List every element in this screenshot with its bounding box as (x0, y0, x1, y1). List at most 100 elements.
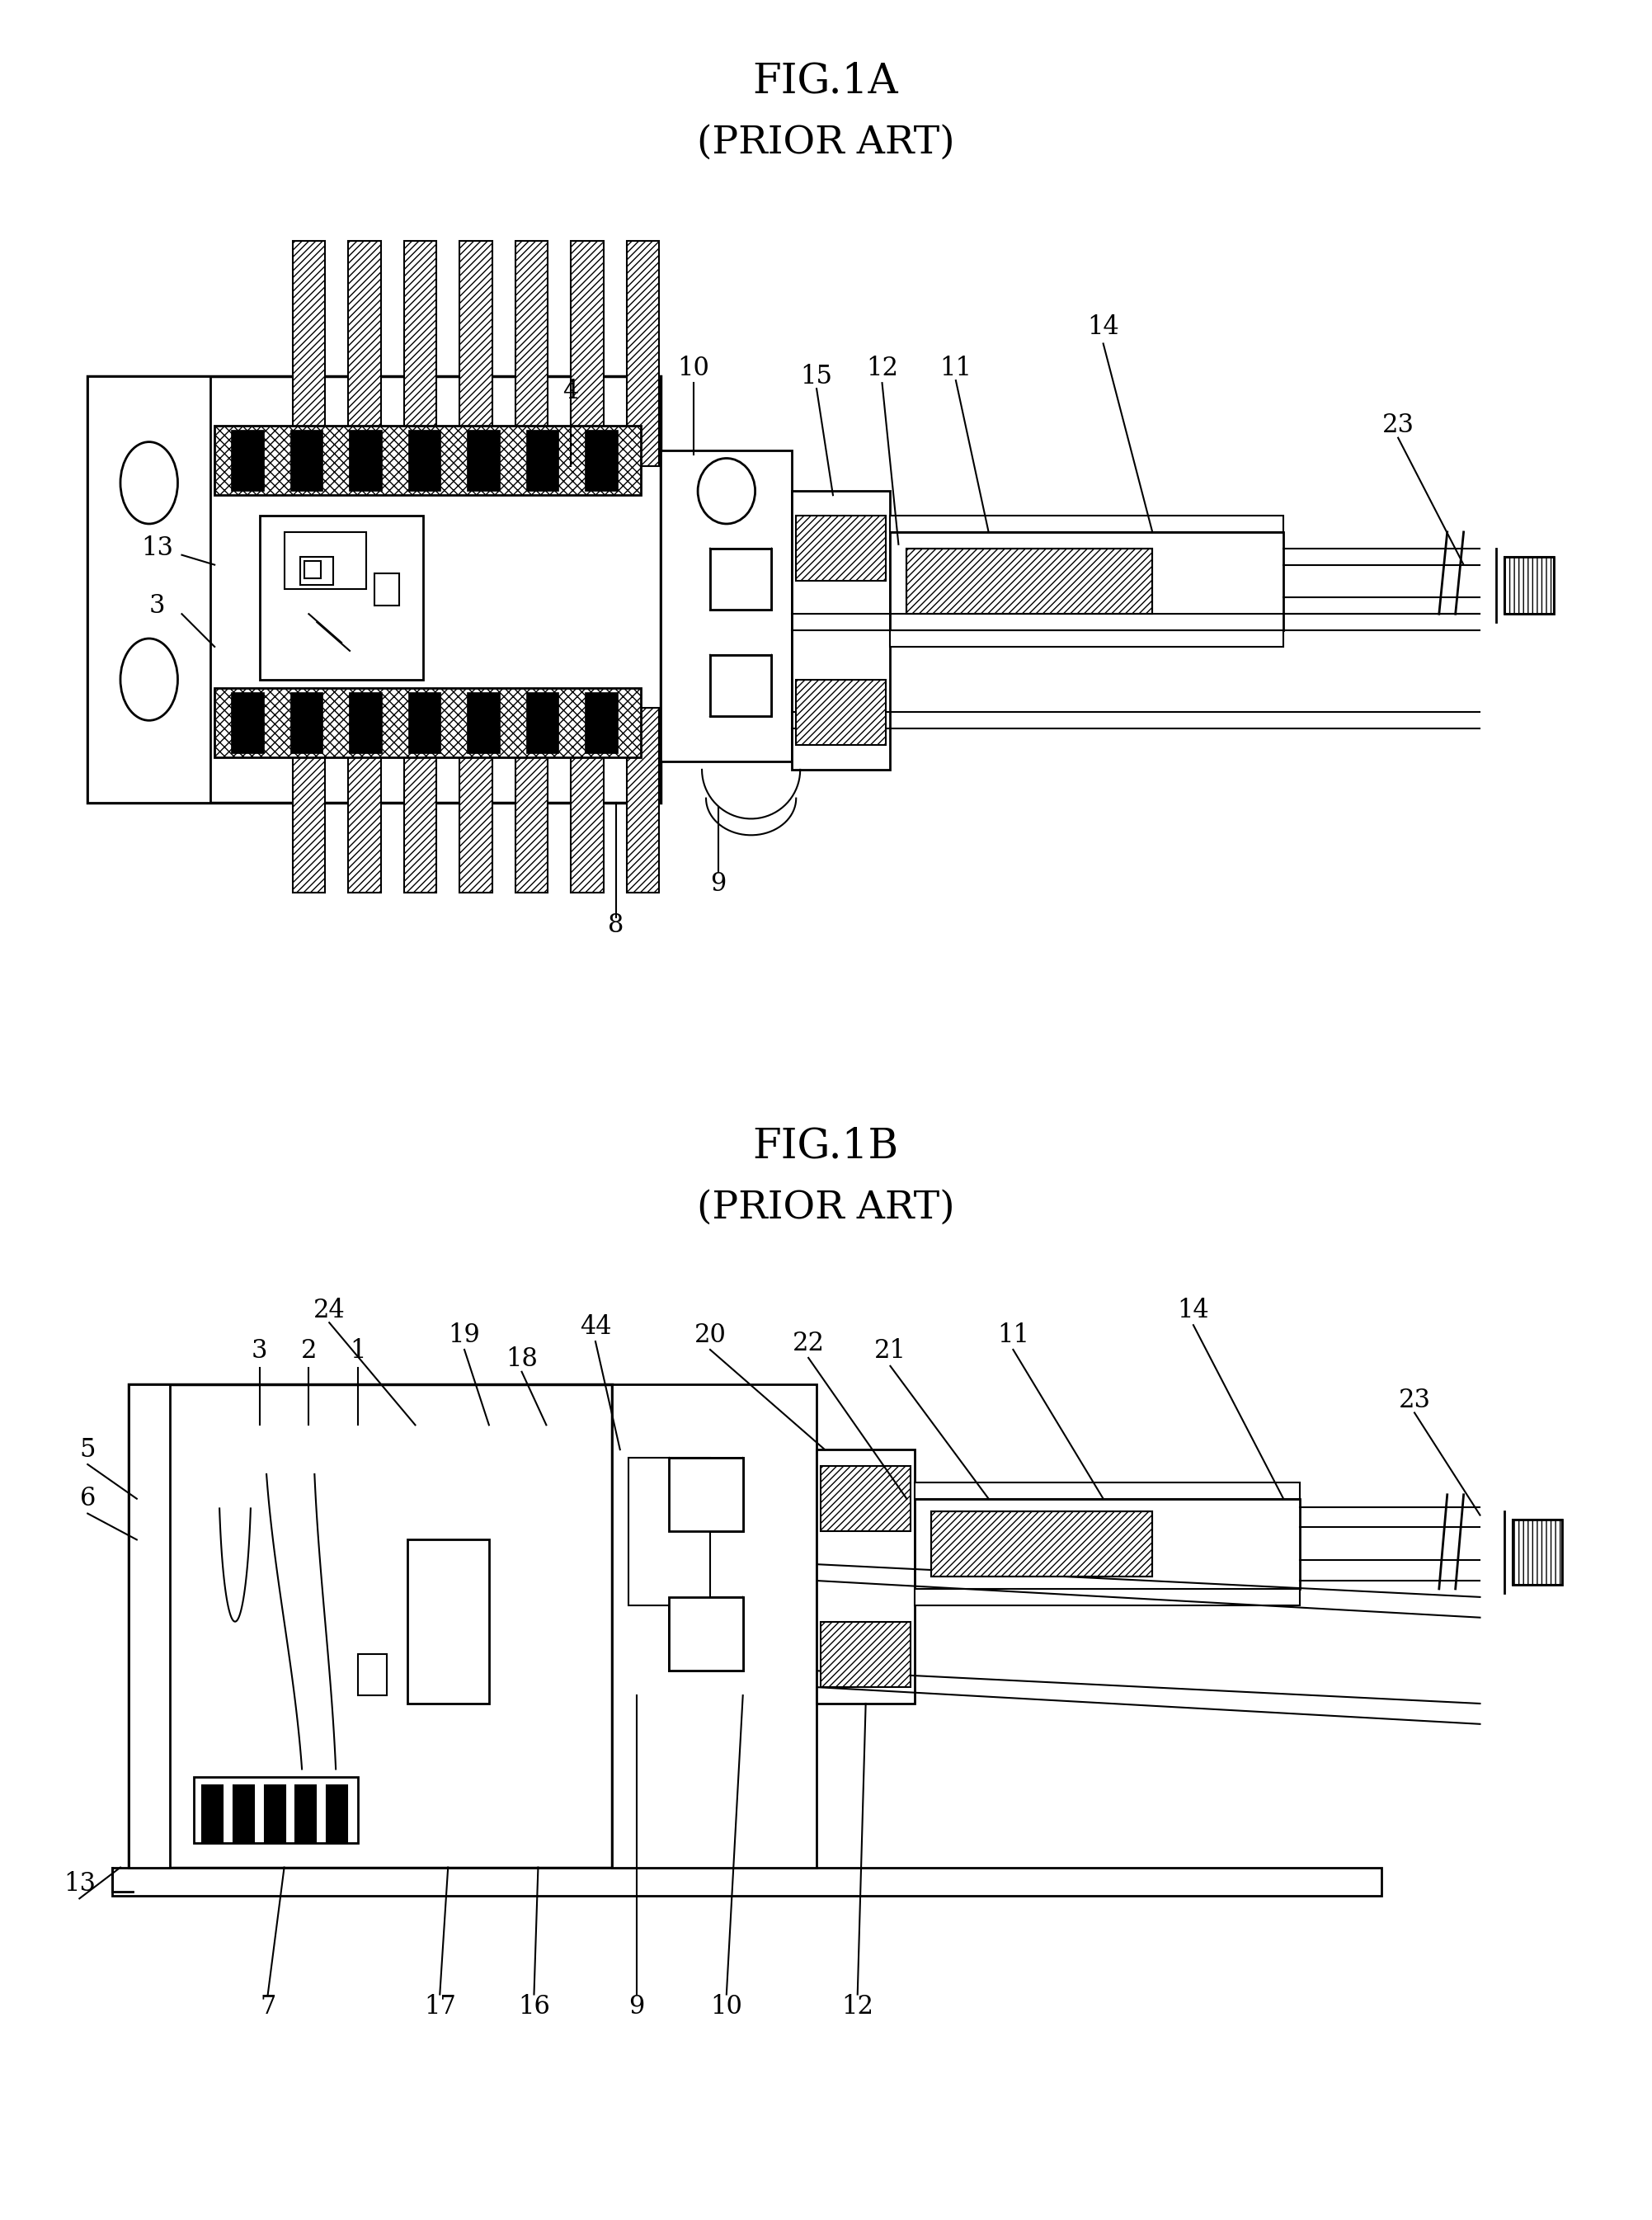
Bar (907, 548, 1153, 615)
Bar (515, 708, 548, 892)
Text: 3: 3 (149, 593, 165, 619)
Bar (291, 431, 322, 491)
Bar (292, 242, 325, 466)
Text: 3: 3 (251, 1339, 268, 1363)
Text: 9: 9 (710, 872, 727, 897)
Bar (349, 693, 382, 753)
Bar (284, 533, 367, 588)
Bar (349, 708, 382, 892)
Text: 17: 17 (425, 1994, 456, 2020)
Bar (1513, 1518, 1561, 1585)
Bar (468, 693, 499, 753)
Text: 8: 8 (608, 912, 624, 939)
Text: 13: 13 (140, 535, 173, 562)
Bar (572, 708, 603, 892)
Text: (PRIOR ART): (PRIOR ART) (697, 124, 955, 162)
Text: 23: 23 (1398, 1388, 1431, 1414)
Bar (710, 548, 771, 611)
Text: 10: 10 (710, 1994, 742, 2020)
Text: 12: 12 (841, 1994, 874, 2020)
Bar (349, 431, 382, 491)
Bar (710, 655, 771, 717)
Bar (215, 426, 641, 495)
Text: 12: 12 (866, 355, 899, 382)
Bar (915, 1499, 1300, 1590)
Bar (129, 1383, 611, 1867)
Bar (202, 1785, 223, 1843)
Bar (821, 1465, 910, 1532)
Text: 21: 21 (874, 1339, 907, 1363)
Text: 9: 9 (628, 1994, 644, 2020)
Bar (932, 1512, 1153, 1576)
Text: 14: 14 (1178, 1296, 1209, 1323)
Bar (327, 1785, 347, 1843)
Bar (375, 573, 398, 606)
Bar (669, 1596, 743, 1672)
Bar (468, 431, 499, 491)
Bar (349, 242, 382, 466)
Bar (88, 377, 210, 801)
Bar (710, 548, 771, 611)
Text: 13: 13 (63, 1871, 96, 1896)
Text: 11: 11 (940, 355, 971, 382)
Bar (112, 1867, 1381, 1896)
Text: 18: 18 (506, 1348, 539, 1372)
Bar (669, 1459, 743, 1532)
Bar (821, 1621, 910, 1687)
Bar (193, 1778, 358, 1843)
Bar (301, 557, 334, 586)
Bar (406, 1541, 489, 1703)
Bar (890, 630, 1284, 646)
Bar (231, 431, 264, 491)
Bar (669, 1459, 743, 1532)
Bar (1505, 557, 1555, 615)
Bar (403, 242, 436, 466)
Bar (710, 655, 771, 717)
Text: 23: 23 (1383, 413, 1414, 437)
Bar (459, 708, 492, 892)
Bar (292, 708, 325, 892)
Text: FIG.1B: FIG.1B (753, 1126, 899, 1168)
Bar (296, 1785, 316, 1843)
Bar (1513, 1518, 1561, 1585)
Text: 11: 11 (998, 1323, 1029, 1348)
Bar (408, 431, 441, 491)
Bar (259, 515, 423, 679)
Bar (304, 562, 320, 579)
Bar (572, 242, 603, 466)
Bar (661, 451, 791, 761)
Bar (907, 548, 1153, 615)
Bar (796, 679, 885, 746)
Text: 44: 44 (580, 1314, 611, 1339)
Text: FIG.1A: FIG.1A (753, 60, 899, 102)
Bar (403, 708, 436, 892)
Bar (88, 377, 661, 801)
Text: (PRIOR ART): (PRIOR ART) (697, 1190, 955, 1228)
Text: 6: 6 (79, 1485, 96, 1512)
Bar (525, 693, 558, 753)
Text: 19: 19 (448, 1323, 481, 1348)
Bar (459, 242, 492, 466)
Bar (628, 1459, 710, 1605)
Text: 20: 20 (694, 1323, 727, 1348)
Bar (611, 1383, 816, 1867)
Bar (585, 431, 618, 491)
Bar (626, 242, 659, 466)
Bar (1505, 557, 1555, 615)
Bar (358, 1654, 387, 1696)
Bar (915, 1483, 1300, 1499)
Bar (816, 1450, 915, 1703)
Text: 24: 24 (314, 1296, 345, 1323)
Bar (932, 1512, 1153, 1576)
Text: 15: 15 (801, 364, 833, 388)
Bar (408, 693, 441, 753)
Bar (669, 1596, 743, 1672)
Bar (626, 708, 659, 892)
Bar (291, 693, 322, 753)
Text: 16: 16 (519, 1994, 550, 2020)
Text: 4: 4 (563, 377, 578, 404)
Text: 14: 14 (1087, 315, 1118, 340)
Bar (233, 1785, 254, 1843)
Bar (796, 515, 885, 582)
Bar (515, 242, 548, 466)
